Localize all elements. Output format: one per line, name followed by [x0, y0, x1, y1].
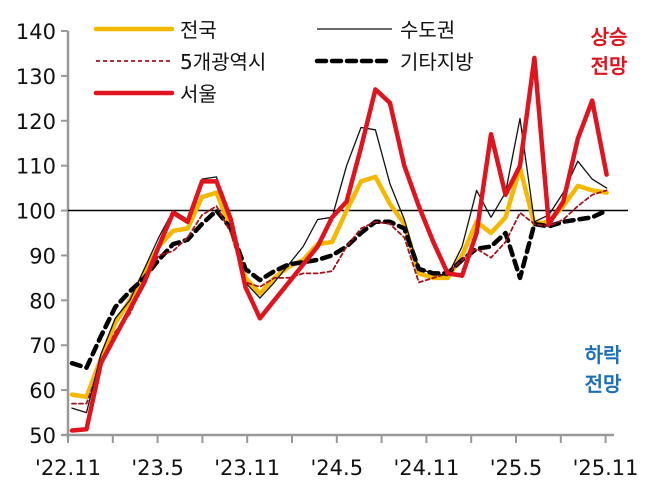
y-tick-label: 140	[16, 20, 56, 44]
legend-label-seoul: 서울	[180, 82, 217, 106]
series-line-other-regions	[69, 208, 609, 370]
legend-item-capital-area: 수도권	[317, 18, 455, 42]
annotation-fall-line1: 하락	[585, 343, 622, 367]
series-line-five-metros	[71, 189, 608, 405]
y-tick-label: 60	[29, 379, 56, 403]
y-tick-label: 120	[16, 110, 56, 134]
series-layer	[69, 55, 609, 433]
series-line-seoul	[69, 55, 609, 433]
legend-label-other-regions: 기타지방	[400, 50, 474, 74]
annotation-fall-outlook: 하락 전망	[585, 343, 622, 396]
y-tick-label: 110	[16, 155, 56, 179]
x-tick-label: '22.11	[35, 456, 101, 480]
y-tick-label: 70	[29, 334, 56, 358]
y-tick-label: 100	[16, 200, 56, 224]
annotation-rise-line2: 전망	[591, 54, 628, 78]
legend-item-seoul: 서울	[93, 82, 217, 106]
y-tick-label: 50	[29, 424, 56, 448]
annotation-rise-outlook: 상승 전망	[591, 25, 628, 78]
x-axis: '22.11 '23.5 '23.11 '24.5 '24.11 '25.5 '25.11	[35, 433, 639, 480]
x-tick-label: '24.11	[393, 456, 459, 480]
annotation-rise-line1: 상승	[591, 25, 628, 49]
legend-item-other-regions: 기타지방	[314, 50, 474, 74]
y-axis: 50 60 70 80 90 100 110 120 130 140	[16, 20, 70, 448]
annotation-fall-line2: 전망	[585, 372, 622, 396]
y-tick-label: 90	[29, 244, 56, 268]
legend-item-five-metros: 5개광역시	[96, 50, 266, 74]
y-tick-label: 80	[29, 289, 56, 313]
legend-label-capital-area: 수도권	[400, 18, 455, 42]
x-tick-label: '23.11	[214, 456, 280, 480]
x-tick-label: '25.5	[490, 456, 543, 480]
series-line-national	[69, 165, 609, 400]
legend: 전국 수도권 5개광역시 기타지방 서울	[93, 18, 474, 106]
legend-label-five-metros: 5개광역시	[180, 50, 266, 74]
legend-label-national: 전국	[180, 18, 217, 42]
legend-item-national: 전국	[93, 18, 217, 42]
y-tick-label: 130	[16, 65, 56, 89]
x-tick-label: '23.5	[131, 456, 184, 480]
x-tick-label: '25.11	[573, 456, 639, 480]
x-tick-label: '24.5	[311, 456, 364, 480]
series-line-capital-area	[71, 117, 608, 414]
